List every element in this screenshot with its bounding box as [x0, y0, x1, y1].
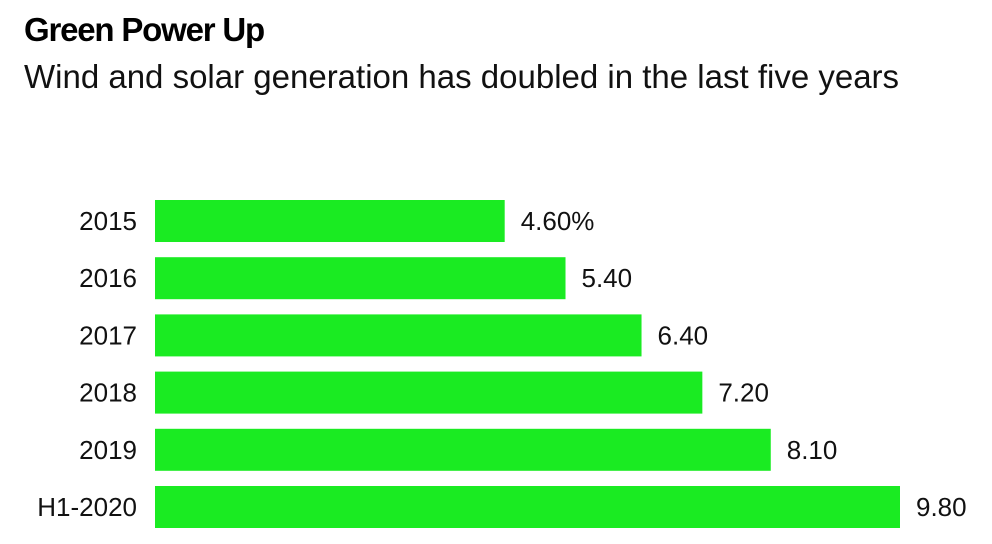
category-label-h1-2020: H1-2020	[37, 492, 137, 522]
chart-title: Green Power Up	[24, 11, 265, 48]
value-label-2019: 8.10	[787, 435, 838, 465]
category-label-2016: 2016	[79, 263, 137, 293]
bar-2018	[155, 371, 703, 414]
chart-subtitle: Wind and solar generation has doubled in…	[24, 58, 900, 95]
value-label-2015: 4.60%	[521, 206, 595, 236]
bar-h1-2020	[155, 486, 900, 528]
category-label-2017: 2017	[79, 320, 137, 350]
category-label-2019: 2019	[79, 435, 137, 465]
bar-2015	[155, 200, 505, 242]
bar-2016	[155, 257, 566, 300]
category-label-2015: 2015	[79, 206, 137, 236]
bar-2019	[155, 428, 771, 471]
value-label-h1-2020: 9.80	[916, 492, 967, 522]
value-label-2018: 7.20	[718, 378, 769, 408]
category-label-2018: 2018	[79, 378, 137, 408]
bar-2017	[155, 314, 642, 357]
value-label-2016: 5.40	[582, 263, 633, 293]
value-label-2017: 6.40	[658, 320, 709, 350]
